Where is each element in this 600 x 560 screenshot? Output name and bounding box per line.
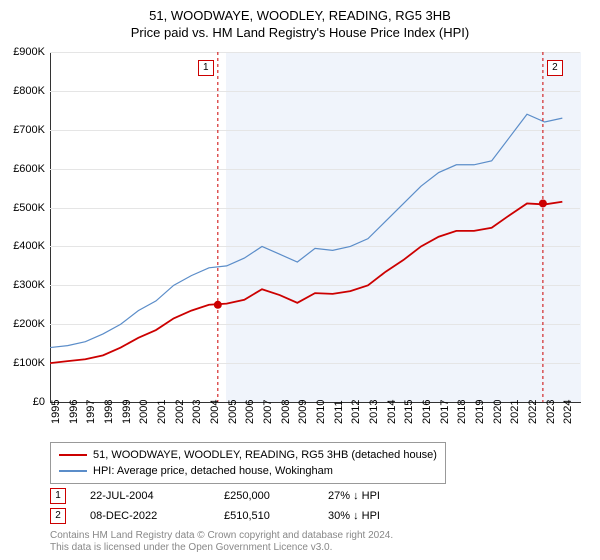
x-axis-tick: 1995 [50,400,62,424]
y-axis-tick: £900K [13,46,45,58]
x-axis-tick: 2002 [174,400,186,424]
y-axis-tick: £300K [13,279,45,291]
transaction-row: 2 08-DEC-2022 £510,510 30% ↓ HPI [50,506,428,526]
x-axis-tick: 2016 [421,400,433,424]
transactions-table: 1 22-JUL-2004 £250,000 27% ↓ HPI 2 08-DE… [50,486,428,526]
y-axis-tick: £700K [13,124,45,136]
x-axis-tick: 2015 [403,400,415,424]
chart-lines [50,52,580,402]
series-line [50,202,562,363]
title-subtitle: Price paid vs. HM Land Registry's House … [0,25,600,40]
x-axis-tick: 2023 [545,400,557,424]
x-axis-tick: 2022 [527,400,539,424]
transaction-date: 08-DEC-2022 [90,510,200,522]
y-axis-tick: £400K [13,240,45,252]
x-axis-tick: 1996 [68,400,80,424]
x-axis-tick: 2017 [439,400,451,424]
marker-number-box: 1 [198,60,214,76]
y-axis-tick: £0 [33,396,45,408]
chart-title: 51, WOODWAYE, WOODLEY, READING, RG5 3HB … [0,0,600,40]
x-axis-tick: 2024 [562,400,574,424]
x-axis-tick: 1999 [121,400,133,424]
x-axis-tick: 2013 [368,400,380,424]
x-axis-tick: 1998 [103,400,115,424]
x-axis-tick: 2000 [138,400,150,424]
legend-item-property: 51, WOODWAYE, WOODLEY, READING, RG5 3HB … [59,447,437,463]
y-axis-tick: £100K [13,357,45,369]
marker-dot [539,199,547,207]
y-axis-tick: £500K [13,202,45,214]
x-axis-tick: 1997 [85,400,97,424]
x-axis-tick: 2012 [350,400,362,424]
x-axis-tick: 2009 [297,400,309,424]
transaction-marker: 2 [50,508,66,524]
x-axis-tick: 2006 [244,400,256,424]
footer-attribution: Contains HM Land Registry data © Crown c… [50,530,393,554]
x-axis-tick: 2008 [280,400,292,424]
transaction-marker: 1 [50,488,66,504]
x-axis-tick: 2020 [492,400,504,424]
x-axis-tick: 2007 [262,400,274,424]
transaction-date: 22-JUL-2004 [90,490,200,502]
x-axis-tick: 2018 [456,400,468,424]
transaction-delta: 30% ↓ HPI [328,510,428,522]
x-axis-tick: 2011 [333,400,345,424]
footer-line1: Contains HM Land Registry data © Crown c… [50,530,393,542]
x-axis-tick: 2004 [209,400,221,424]
transaction-price: £250,000 [224,490,304,502]
transaction-delta: 27% ↓ HPI [328,490,428,502]
legend-label-hpi: HPI: Average price, detached house, Woki… [93,465,333,477]
transaction-price: £510,510 [224,510,304,522]
y-axis-tick: £600K [13,163,45,175]
series-line [50,114,562,347]
x-axis-tick: 2003 [191,400,203,424]
chart-plot-area: £0£100K£200K£300K£400K£500K£600K£700K£80… [50,52,580,402]
legend-swatch-property [59,454,87,456]
y-axis-tick: £800K [13,85,45,97]
legend-swatch-hpi [59,470,87,472]
x-axis-tick: 2001 [156,400,168,424]
x-axis-tick: 2021 [509,400,521,424]
transaction-row: 1 22-JUL-2004 £250,000 27% ↓ HPI [50,486,428,506]
legend-item-hpi: HPI: Average price, detached house, Woki… [59,463,437,479]
marker-number-box: 2 [547,60,563,76]
x-axis-tick: 2019 [474,400,486,424]
marker-dot [214,301,222,309]
title-address: 51, WOODWAYE, WOODLEY, READING, RG5 3HB [0,8,600,23]
footer-line2: This data is licensed under the Open Gov… [50,542,393,554]
x-axis-tick: 2014 [386,400,398,424]
x-axis-tick: 2010 [315,400,327,424]
legend: 51, WOODWAYE, WOODLEY, READING, RG5 3HB … [50,442,446,484]
y-axis-tick: £200K [13,318,45,330]
legend-label-property: 51, WOODWAYE, WOODLEY, READING, RG5 3HB … [93,449,437,461]
x-axis-tick: 2005 [227,400,239,424]
